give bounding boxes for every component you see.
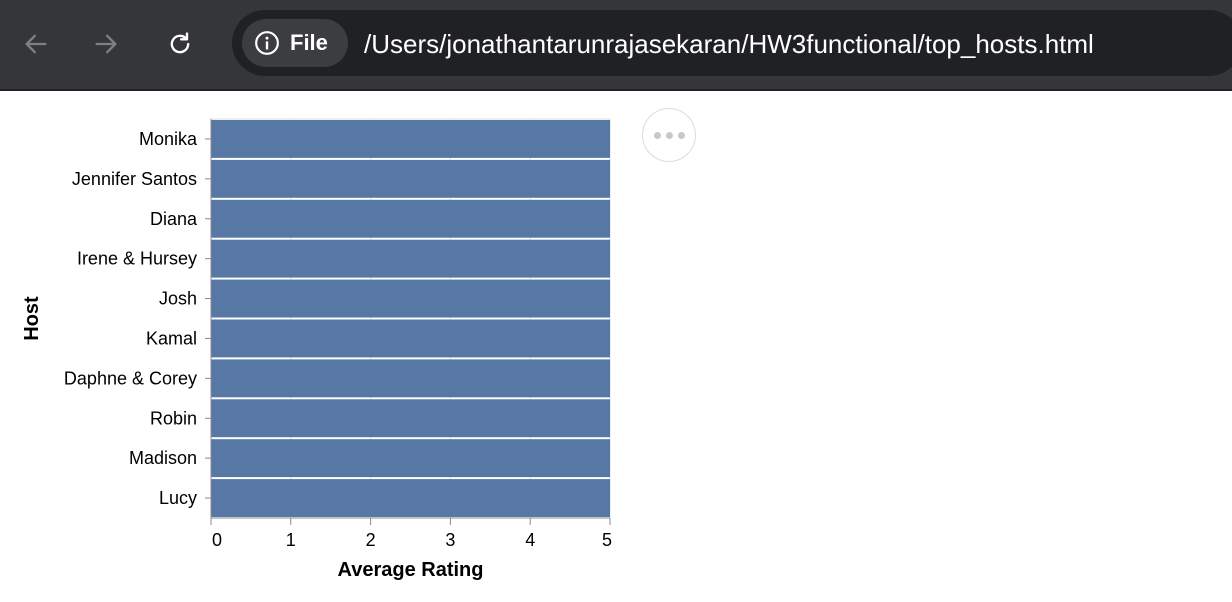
address-bar[interactable]: File /Users/jonathantarunrajasekaran/HW3… — [232, 10, 1232, 76]
y-tick-label: Jennifer Santos — [72, 169, 197, 189]
bar — [211, 159, 610, 198]
ellipsis-icon-dot — [653, 131, 661, 139]
chart-actions-button[interactable] — [642, 108, 696, 162]
x-tick-label: 5 — [602, 530, 612, 550]
info-icon — [255, 31, 279, 55]
arrow-left-icon — [25, 34, 47, 54]
x-tick-label: 1 — [286, 530, 296, 550]
arrow-right-icon — [95, 34, 117, 54]
browser-toolbar: File /Users/jonathantarunrajasekaran/HW3… — [0, 0, 1232, 90]
x-axis-title: Average Rating — [338, 559, 484, 581]
y-tick-label: Lucy — [159, 488, 197, 508]
x-tick-label: 2 — [366, 530, 376, 550]
forward-button[interactable] — [88, 26, 124, 62]
y-tick-label: Irene & Hursey — [77, 249, 197, 269]
bar — [211, 120, 610, 158]
x-tick-label: 3 — [445, 530, 455, 550]
y-tick-label: Monika — [139, 129, 198, 149]
chart-bars — [211, 120, 610, 517]
x-axis: 0 1 2 3 4 5 — [210, 517, 612, 550]
reload-button[interactable] — [162, 26, 198, 62]
url-text[interactable]: /Users/jonathantarunrajasekaran/HW3funct… — [364, 29, 1094, 59]
bar — [211, 359, 610, 398]
y-tick-label: Josh — [159, 289, 197, 309]
bar — [211, 319, 610, 358]
bar — [211, 239, 610, 278]
ellipsis-icon-dot — [665, 131, 673, 139]
file-chip-label: File — [290, 30, 328, 55]
site-info-chip[interactable]: File — [242, 19, 348, 67]
bar — [211, 199, 610, 238]
bar — [211, 279, 610, 318]
y-tick-label: Daphne & Corey — [64, 368, 197, 388]
bar — [211, 399, 610, 438]
y-axis-title: Host — [21, 296, 43, 341]
y-tick-label: Madison — [129, 448, 197, 468]
y-tick-label: Robin — [150, 408, 197, 428]
toolbar-divider — [0, 89, 1232, 91]
ellipsis-icon-dot — [677, 131, 685, 139]
y-axis: Monika Jennifer Santos Diana Irene & Hursey… — [64, 119, 212, 518]
bar — [211, 479, 610, 517]
x-tick-label: 0 — [212, 530, 222, 550]
back-button[interactable] — [18, 26, 54, 62]
bar — [211, 439, 610, 478]
reload-icon — [170, 32, 190, 54]
x-tick-label: 4 — [525, 530, 535, 550]
y-tick-label: Kamal — [146, 328, 197, 348]
y-tick-label: Diana — [150, 209, 198, 229]
host-rating-bar-chart: Monika Jennifer Santos Diana Irene & Hursey… — [21, 118, 612, 581]
